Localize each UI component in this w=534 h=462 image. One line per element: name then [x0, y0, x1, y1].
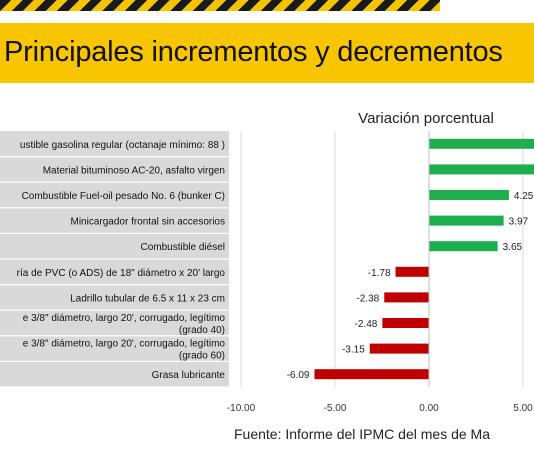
value-label-5: -1.78: [368, 268, 391, 279]
bar-5: [395, 266, 429, 277]
category-label-0: ustible gasolina regular (octanaje mínim…: [20, 140, 225, 151]
category-label-1: Material bituminoso AC-20, asfalto virge…: [43, 165, 225, 176]
chart-title: Variación porcentual: [358, 110, 494, 127]
bar-1: [429, 164, 534, 175]
value-label-6: -2.38: [356, 293, 379, 304]
title-band: Principales incrementos y decrementos: [0, 23, 534, 83]
category-label-4: Combustible diésel: [141, 242, 226, 253]
bar-0: [429, 138, 534, 149]
value-label-9: -6.09: [287, 370, 310, 381]
value-label-8: -3.15: [342, 345, 365, 356]
x-tick-label-2: 0.00: [419, 403, 439, 414]
category-label-2: Combustible Fuel-oil pesado No. 6 (bunke…: [22, 191, 225, 202]
value-label-3: 3.97: [509, 217, 529, 228]
category-label-5: ría de PVC (o ADS) de 18" diámetro x 20'…: [17, 268, 226, 279]
category-label-9: Grasa lubricante: [152, 370, 226, 381]
x-tick-label-0: -10.00: [227, 403, 256, 414]
bar-8: [369, 343, 429, 354]
category-label-7: e 3/8" diámetro, largo 20', corrugado, l…: [23, 313, 226, 336]
bar-7: [382, 318, 429, 328]
category-label-3: Minicargador frontal sin accesorios: [70, 217, 225, 228]
category-label-6: Ladrillo tubular de 6.5 x 11 x 23 cm: [70, 293, 225, 304]
x-tick-label-1: -5.00: [324, 403, 347, 414]
bar-2: [429, 190, 509, 200]
source-note: Fuente: Informe del IPMC del mes de Ma: [234, 426, 490, 442]
bar-9: [314, 369, 429, 380]
bar-6: [384, 292, 429, 303]
value-label-2: 4.25: [514, 191, 534, 202]
bar-4: [429, 241, 498, 252]
x-tick-label-3: 5.00: [513, 403, 533, 414]
page-title: Principales incrementos y decrementos: [4, 36, 503, 68]
value-label-4: 3.65: [503, 242, 523, 253]
value-label-7: -2.48: [355, 319, 378, 330]
hazard-stripe: [0, 0, 440, 11]
category-label-8: e 3/8" diámetro, largo 20', corrugado, l…: [23, 339, 226, 362]
bar-3: [429, 215, 504, 226]
